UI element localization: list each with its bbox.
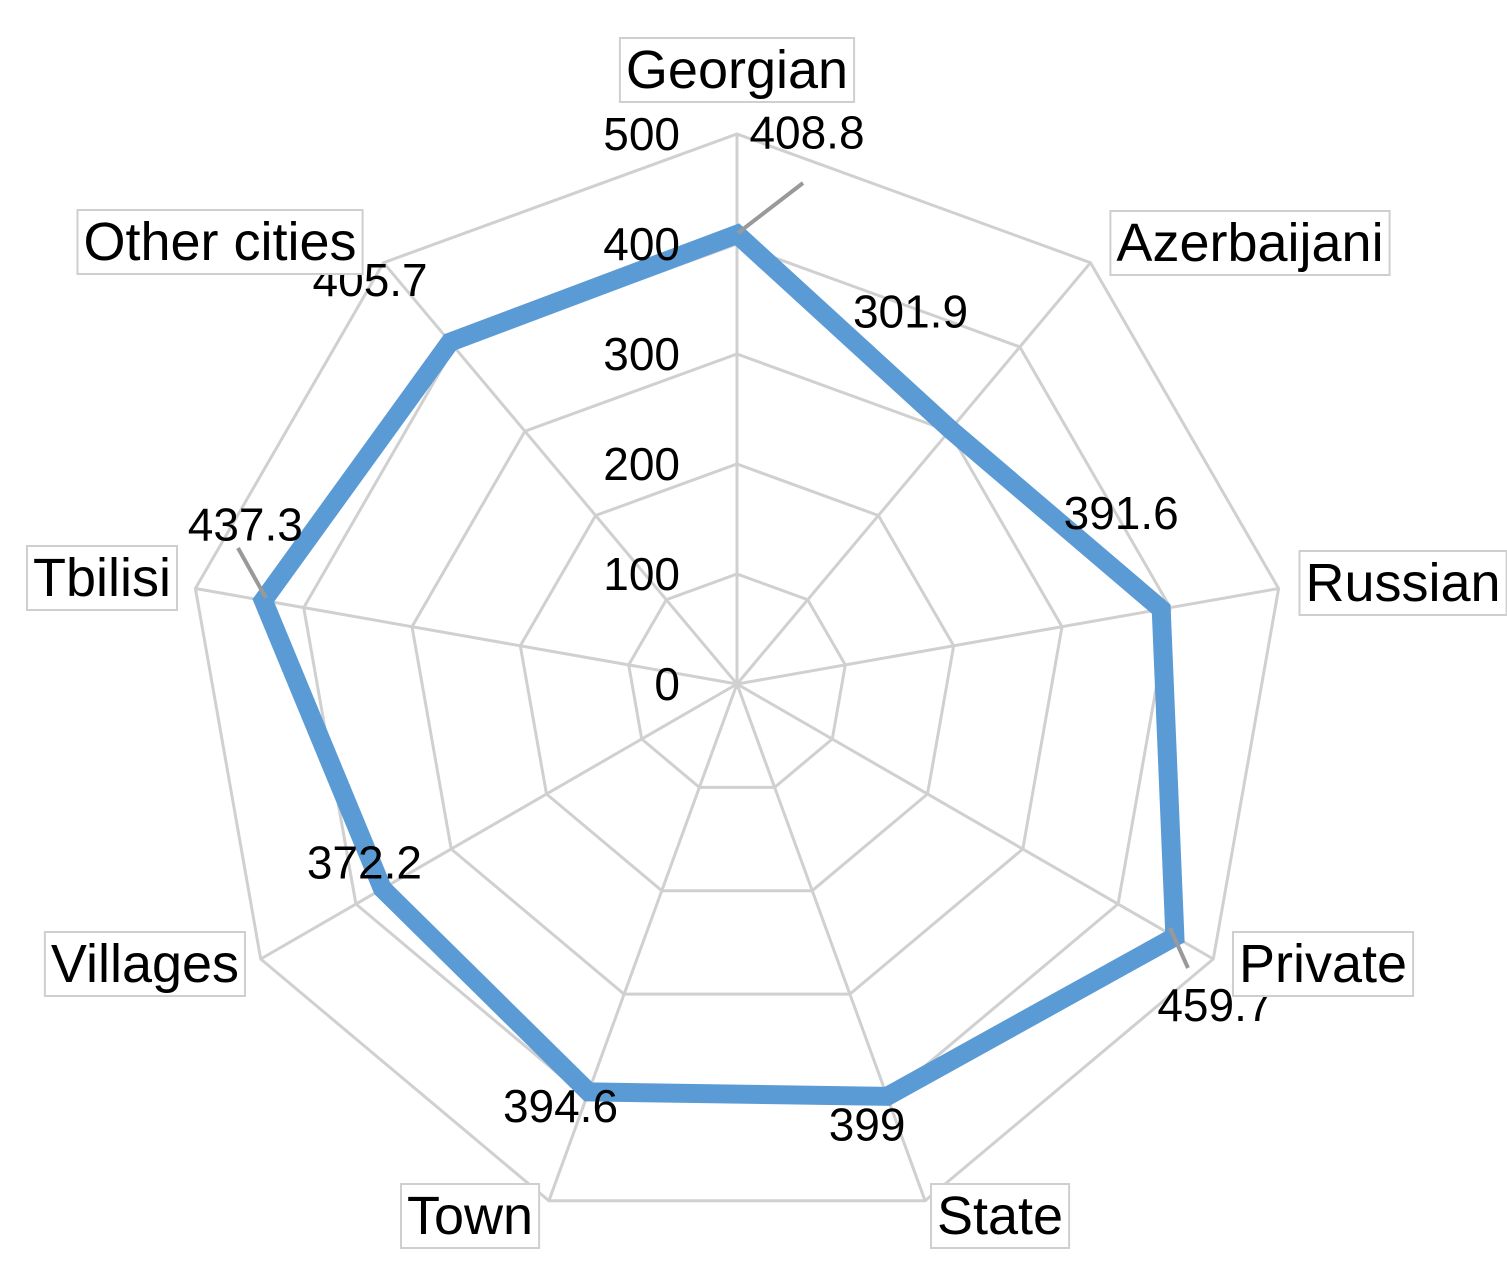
category-layer: Georgian Azerbaijani Russian Private State To… [26,37,1507,1249]
category-label-box [400,1183,541,1249]
category-label-box [1109,210,1391,276]
category-label-group: Russian [1298,550,1507,616]
r-tick-label: 500 [603,108,680,160]
grid-layer [193,132,1281,1203]
grid-spoke [547,683,739,1202]
category-label: Tbilisi [33,548,171,608]
category-label: Villages [51,934,239,994]
grid-spoke [195,587,738,686]
series-layer [252,223,1185,1106]
category-label-group: Villages [43,931,247,997]
category-label: Town [407,1186,533,1246]
category-label-box [930,1183,1071,1249]
data-label-leader [236,547,268,599]
category-label: Private [1239,934,1407,994]
grid-spoke [736,587,1279,686]
r-tick-label: 0 [654,658,680,710]
category-label: Azerbaijani [1116,213,1383,273]
grid-ring [410,352,1064,996]
data-label: 399 [829,1098,906,1150]
data-label-leader [1168,927,1190,969]
category-label-box [43,931,247,997]
category-label-box [26,545,178,611]
grid-spoke [259,682,738,961]
grid-spoke [735,261,1092,685]
category-label-group: Town [400,1183,541,1249]
grid-spoke [735,683,927,1202]
r-tick-label: 300 [603,328,680,380]
data-label: 394.6 [503,1080,618,1132]
category-label: Georgian [626,40,848,100]
category-label-group: Other cities [76,209,364,275]
data-label: 372.2 [307,837,422,889]
grid-spoke [736,682,1215,961]
category-label-group: Tbilisi [26,545,178,611]
category-label-box [1232,931,1415,997]
grid-ring [193,132,1281,1203]
data-label-layer: 408.8301.9391.6459.7399394.6372.2437.340… [188,106,1273,1150]
grid-ring [518,462,956,893]
data-label: 437.3 [188,499,303,551]
data-label: 301.9 [853,286,968,338]
category-label-box [76,209,364,275]
category-label: Russian [1305,553,1500,613]
category-label-group: State [930,1183,1071,1249]
data-label: 391.6 [1064,487,1179,539]
category-label: Other cities [83,212,356,272]
category-label-box [618,37,856,103]
r-tick-label: 400 [603,218,680,270]
category-label-group: Georgian [618,37,856,103]
tick-layer: 0 100 200 300 400 500 [603,108,680,710]
grid-spoke [382,261,739,685]
category-label-group: Private [1232,931,1415,997]
category-label: State [937,1186,1063,1246]
data-label-leader [736,181,805,235]
r-tick-label: 200 [603,438,680,490]
grid-ring [627,572,847,789]
category-label-group: Azerbaijani [1109,210,1391,276]
r-tick-label: 100 [603,548,680,600]
data-label: 408.8 [749,106,864,158]
series-line [252,223,1185,1106]
